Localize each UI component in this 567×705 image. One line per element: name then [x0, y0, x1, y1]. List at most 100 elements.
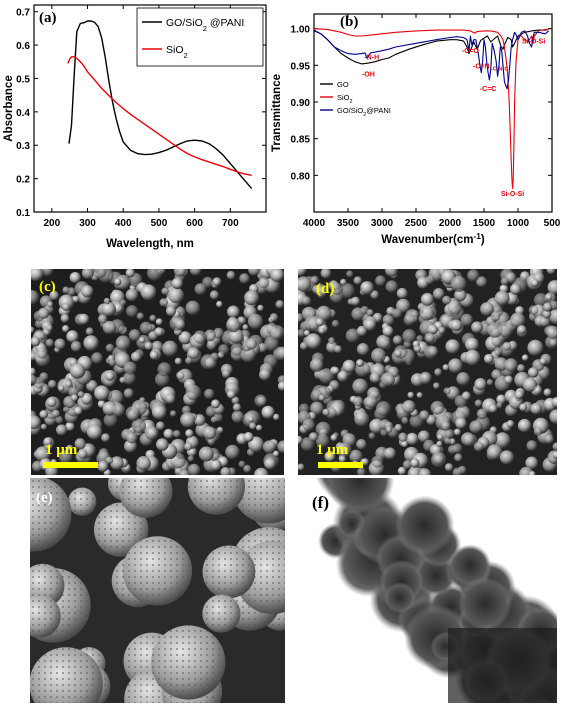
particle	[544, 434, 554, 444]
particle	[247, 313, 264, 330]
particle	[510, 312, 526, 328]
particle	[31, 374, 37, 385]
sphere-pores	[187, 478, 245, 515]
particle	[56, 424, 68, 436]
particle	[254, 394, 267, 408]
particle	[156, 438, 169, 451]
particle	[448, 358, 463, 373]
particle	[527, 339, 544, 356]
particle	[210, 459, 222, 471]
particle	[85, 327, 94, 336]
particle	[305, 333, 322, 350]
particle	[371, 455, 384, 468]
legend-label: SiO2	[166, 44, 188, 60]
particle	[519, 403, 528, 412]
particle	[375, 275, 386, 287]
particle	[216, 300, 223, 308]
particle	[366, 309, 374, 316]
particle	[69, 272, 81, 284]
particle	[262, 440, 276, 454]
particle	[35, 446, 51, 462]
particle	[499, 450, 514, 465]
particle	[356, 359, 364, 367]
particle	[361, 458, 369, 466]
particle	[547, 280, 557, 295]
sphere-pores	[122, 536, 193, 606]
particle	[248, 269, 261, 276]
particle	[385, 426, 393, 433]
particle	[300, 437, 315, 452]
particle	[130, 351, 142, 362]
particle	[204, 329, 216, 342]
particle	[324, 451, 336, 462]
particle	[402, 459, 413, 470]
particle	[54, 338, 66, 350]
particle	[144, 341, 153, 351]
particle	[162, 340, 178, 357]
particle	[490, 311, 501, 322]
particle	[310, 275, 320, 284]
particle	[447, 300, 462, 315]
particle	[433, 382, 440, 390]
particle	[476, 276, 488, 288]
sphere-pores	[202, 594, 241, 633]
peak-annotation: -C=O	[462, 48, 479, 55]
scale-bar	[326, 678, 374, 683]
particle	[206, 340, 217, 351]
x-axis-label: Wavelength, nm	[106, 238, 194, 250]
particle	[220, 467, 231, 475]
particle	[539, 316, 551, 328]
particle	[173, 269, 186, 277]
y-axis-label: Absorbance	[3, 75, 15, 141]
particle	[31, 336, 41, 347]
particle	[72, 295, 80, 303]
particle	[64, 380, 73, 388]
particle	[204, 388, 215, 400]
y-tick-label: 0.2	[16, 175, 30, 186]
particle	[310, 401, 324, 416]
particle	[298, 276, 312, 292]
particle	[346, 270, 354, 278]
particle	[66, 444, 74, 452]
particle	[55, 415, 64, 425]
peak-annotation: -C=N	[473, 63, 490, 70]
sem-texture-d: 1 μm (d)	[298, 269, 557, 475]
legend-label: GO/SiO2 @PANI	[166, 17, 244, 33]
particle	[413, 345, 421, 353]
particle	[45, 338, 54, 348]
particle	[257, 304, 264, 312]
tem-image-f: 51/nm (f)	[298, 478, 557, 703]
particle	[529, 471, 536, 475]
particle	[330, 434, 338, 442]
particle	[444, 463, 454, 472]
x-tick-label: 1000	[507, 218, 530, 229]
particle	[542, 309, 552, 319]
particle	[147, 269, 163, 281]
particle	[213, 412, 223, 423]
particle	[145, 426, 159, 440]
tem-texture-f: 51/nm (f)	[298, 478, 557, 703]
particle	[74, 438, 86, 450]
particle	[187, 463, 201, 475]
particle	[494, 347, 503, 356]
particle	[123, 361, 137, 375]
particle	[77, 391, 85, 398]
particle	[103, 413, 118, 428]
particle	[98, 314, 108, 324]
y-tick-label: 0.95	[291, 61, 311, 72]
particle	[125, 288, 139, 302]
series-line-go-sio2-pani	[68, 20, 253, 190]
nanoparticle-cluster	[449, 544, 492, 587]
particle	[549, 409, 557, 424]
legend-label: GO/SiO2@PANI	[337, 106, 391, 118]
panel-label-c: (c)	[39, 279, 56, 295]
particle	[392, 308, 403, 319]
particle	[342, 359, 356, 373]
particle	[94, 385, 110, 401]
particle	[218, 344, 230, 355]
particle	[62, 286, 70, 294]
particle	[65, 421, 75, 432]
particle	[334, 345, 342, 354]
particle	[276, 346, 284, 361]
particle	[249, 422, 257, 430]
